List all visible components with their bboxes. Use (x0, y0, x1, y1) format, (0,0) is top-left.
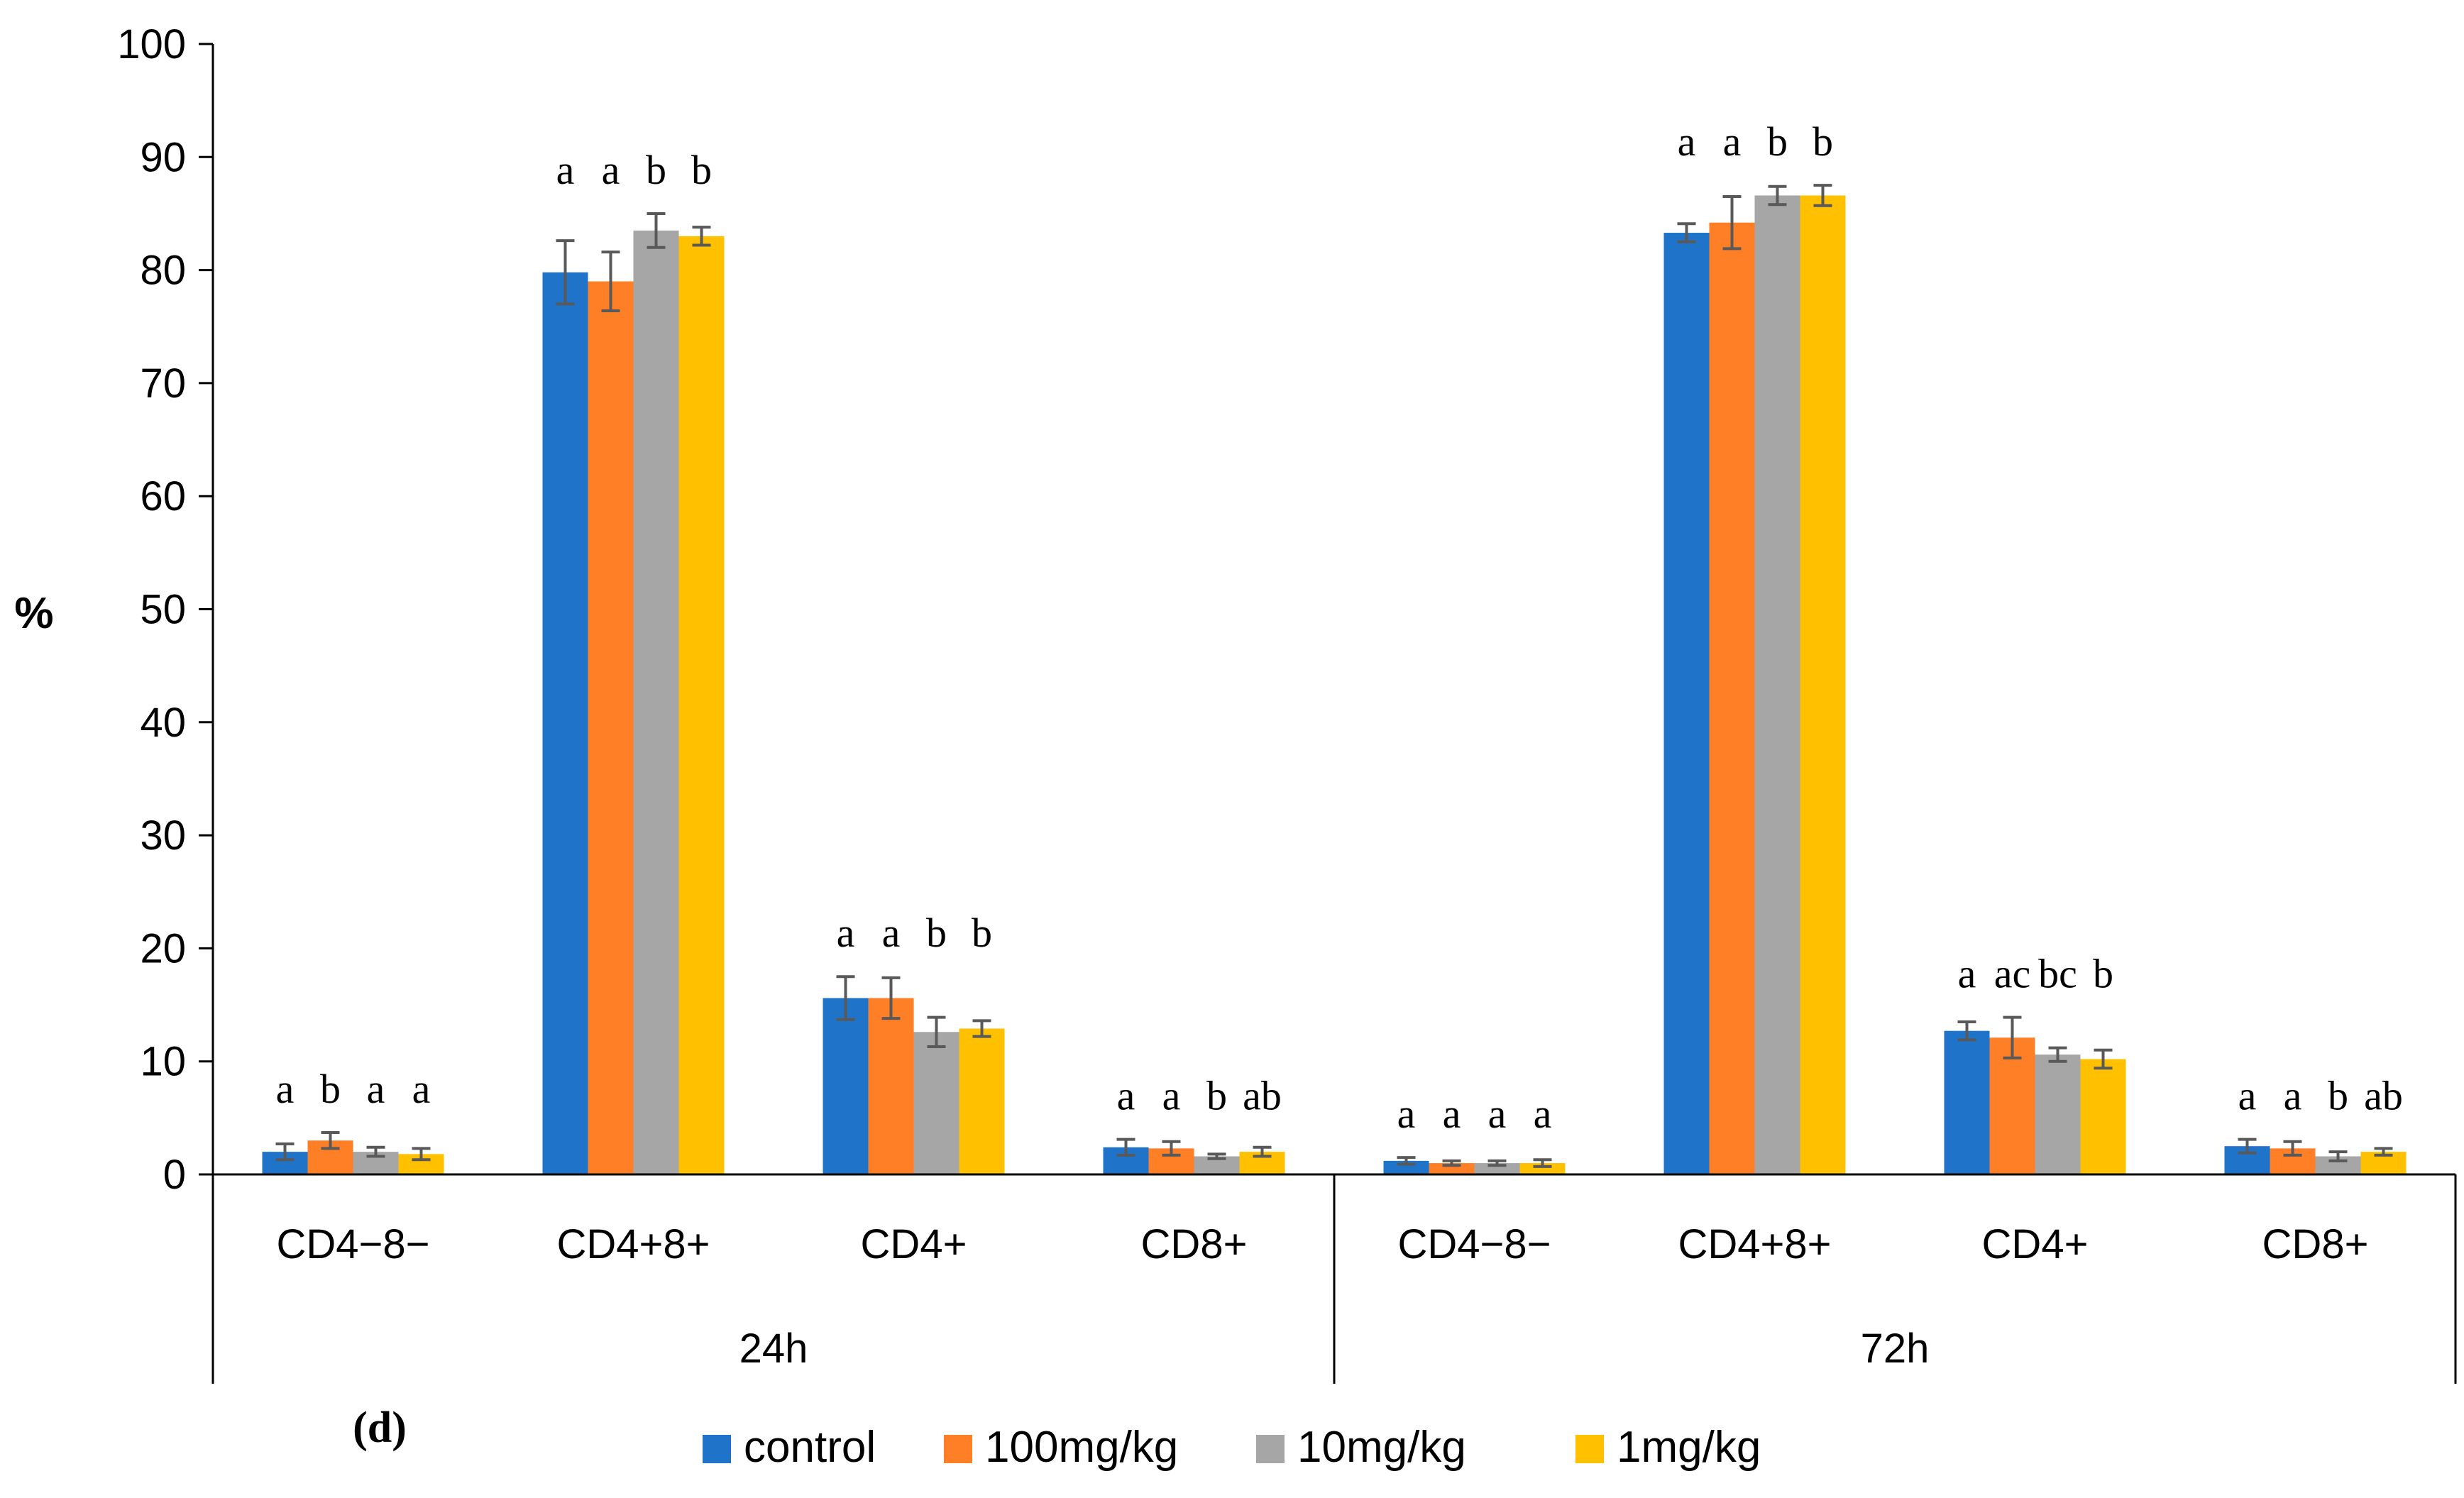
significance-letter: a (1488, 1091, 1507, 1137)
category-label: CD4−8− (276, 1221, 429, 1267)
group-label: 24h (739, 1326, 808, 1372)
y-tick-label: 10 (140, 1039, 186, 1085)
bar (1989, 1037, 2035, 1174)
significance-letter: a (602, 147, 620, 193)
significance-letter: bc (2038, 951, 2077, 997)
significance-letter: a (882, 910, 901, 956)
bar (1709, 222, 1755, 1175)
significance-letter: a (1397, 1091, 1416, 1137)
significance-letter: a (1678, 119, 1696, 165)
group-label: 72h (1861, 1326, 1930, 1372)
significance-letter: a (1723, 119, 1742, 165)
significance-letter: a (412, 1066, 431, 1112)
significance-letter: b (1813, 119, 1833, 165)
significance-letter: a (2284, 1073, 2302, 1119)
significance-letter: a (367, 1066, 385, 1112)
category-label: CD4+ (861, 1221, 967, 1267)
bar (1663, 233, 1710, 1174)
y-tick-label: 80 (140, 248, 186, 294)
x-axis: CD4−8− CD4+8+ CD4+ CD8+ 24h CD4−8− CD4+8+ CD4+ C… (211, 1173, 2457, 1384)
bar (2035, 1054, 2081, 1174)
significance-letter: b (2093, 951, 2113, 997)
significance-letter: b (320, 1066, 341, 1112)
legend: control 100mg/kg 10mg/kg 1mg/kg (703, 1423, 1761, 1472)
category-label: CD4+8+ (1678, 1221, 1831, 1267)
significance-letter: b (691, 147, 712, 193)
y-tick-label: 100 (117, 21, 186, 67)
category-label: CD8+ (1141, 1221, 1248, 1267)
y-tick-label: 20 (140, 925, 186, 971)
significance-letter: b (926, 910, 947, 956)
bar (1429, 1163, 1475, 1174)
y-tick-label: 30 (140, 813, 186, 859)
significance-letter: a (837, 910, 855, 956)
y-tick-label: 0 (163, 1152, 186, 1198)
bar (1800, 195, 1846, 1174)
significance-letter: a (1117, 1073, 1135, 1119)
legend-swatch (944, 1435, 972, 1463)
bar (959, 1028, 1005, 1174)
significance-letter: ac (1994, 951, 2031, 997)
bar (588, 281, 634, 1174)
y-axis: 0 10 20 30 40 50 60 70 80 90 100 (117, 21, 214, 1198)
legend-label: 10mg/kg (1297, 1423, 1466, 1472)
significance-letter: a (1162, 1073, 1181, 1119)
y-tick-label: 50 (140, 587, 186, 633)
bar (823, 998, 869, 1174)
significance-letter: b (1767, 119, 1788, 165)
category-label: CD4−8− (1397, 1221, 1551, 1267)
significance-letter: ab (2364, 1073, 2403, 1119)
y-tick-label: 70 (140, 360, 186, 407)
bar (1519, 1163, 1566, 1174)
bar (2080, 1059, 2126, 1174)
significance-letter: a (1534, 1091, 1552, 1137)
legend-label: 100mg/kg (985, 1423, 1178, 1472)
bar (868, 998, 914, 1174)
bar (1944, 1030, 1990, 1174)
y-tick-label: 90 (140, 134, 186, 180)
legend-swatch (1575, 1435, 1604, 1463)
y-tick-label: 40 (140, 700, 186, 746)
significance-letter: a (556, 147, 575, 193)
significance-letter: a (1443, 1091, 1461, 1137)
bar (913, 1032, 959, 1174)
legend-label: control (744, 1423, 876, 1472)
significance-letter: ab (1243, 1073, 1282, 1119)
category-label: CD4+ (1982, 1221, 2089, 1267)
y-axis-label: % (14, 589, 53, 638)
legend-swatch (703, 1435, 731, 1463)
bar (1383, 1160, 1429, 1174)
significance-letter: b (972, 910, 992, 956)
bar (1474, 1163, 1520, 1174)
legend-swatch (1256, 1435, 1285, 1463)
bar (542, 272, 588, 1174)
category-label: CD8+ (2262, 1221, 2369, 1267)
category-label: CD4+8+ (556, 1221, 710, 1267)
legend-label: 1mg/kg (1617, 1423, 1761, 1472)
significance-labels: a b a aa a b ba a b ba a b ab a a a aa a b ba ac bc ba a b ab (276, 119, 2403, 1137)
y-tick-label: 60 (140, 473, 186, 519)
panel-label: (d) (353, 1404, 407, 1452)
bar (678, 236, 725, 1174)
bar (633, 230, 679, 1175)
bar (1754, 195, 1800, 1174)
significance-letter: a (1958, 951, 1976, 997)
error-bars (275, 184, 2393, 1168)
significance-letter: a (2238, 1073, 2257, 1119)
significance-letter: b (646, 147, 666, 193)
significance-letter: a (276, 1066, 295, 1112)
significance-letter: b (2328, 1073, 2348, 1119)
bar-series (262, 195, 2407, 1175)
significance-letter: b (1206, 1073, 1227, 1119)
